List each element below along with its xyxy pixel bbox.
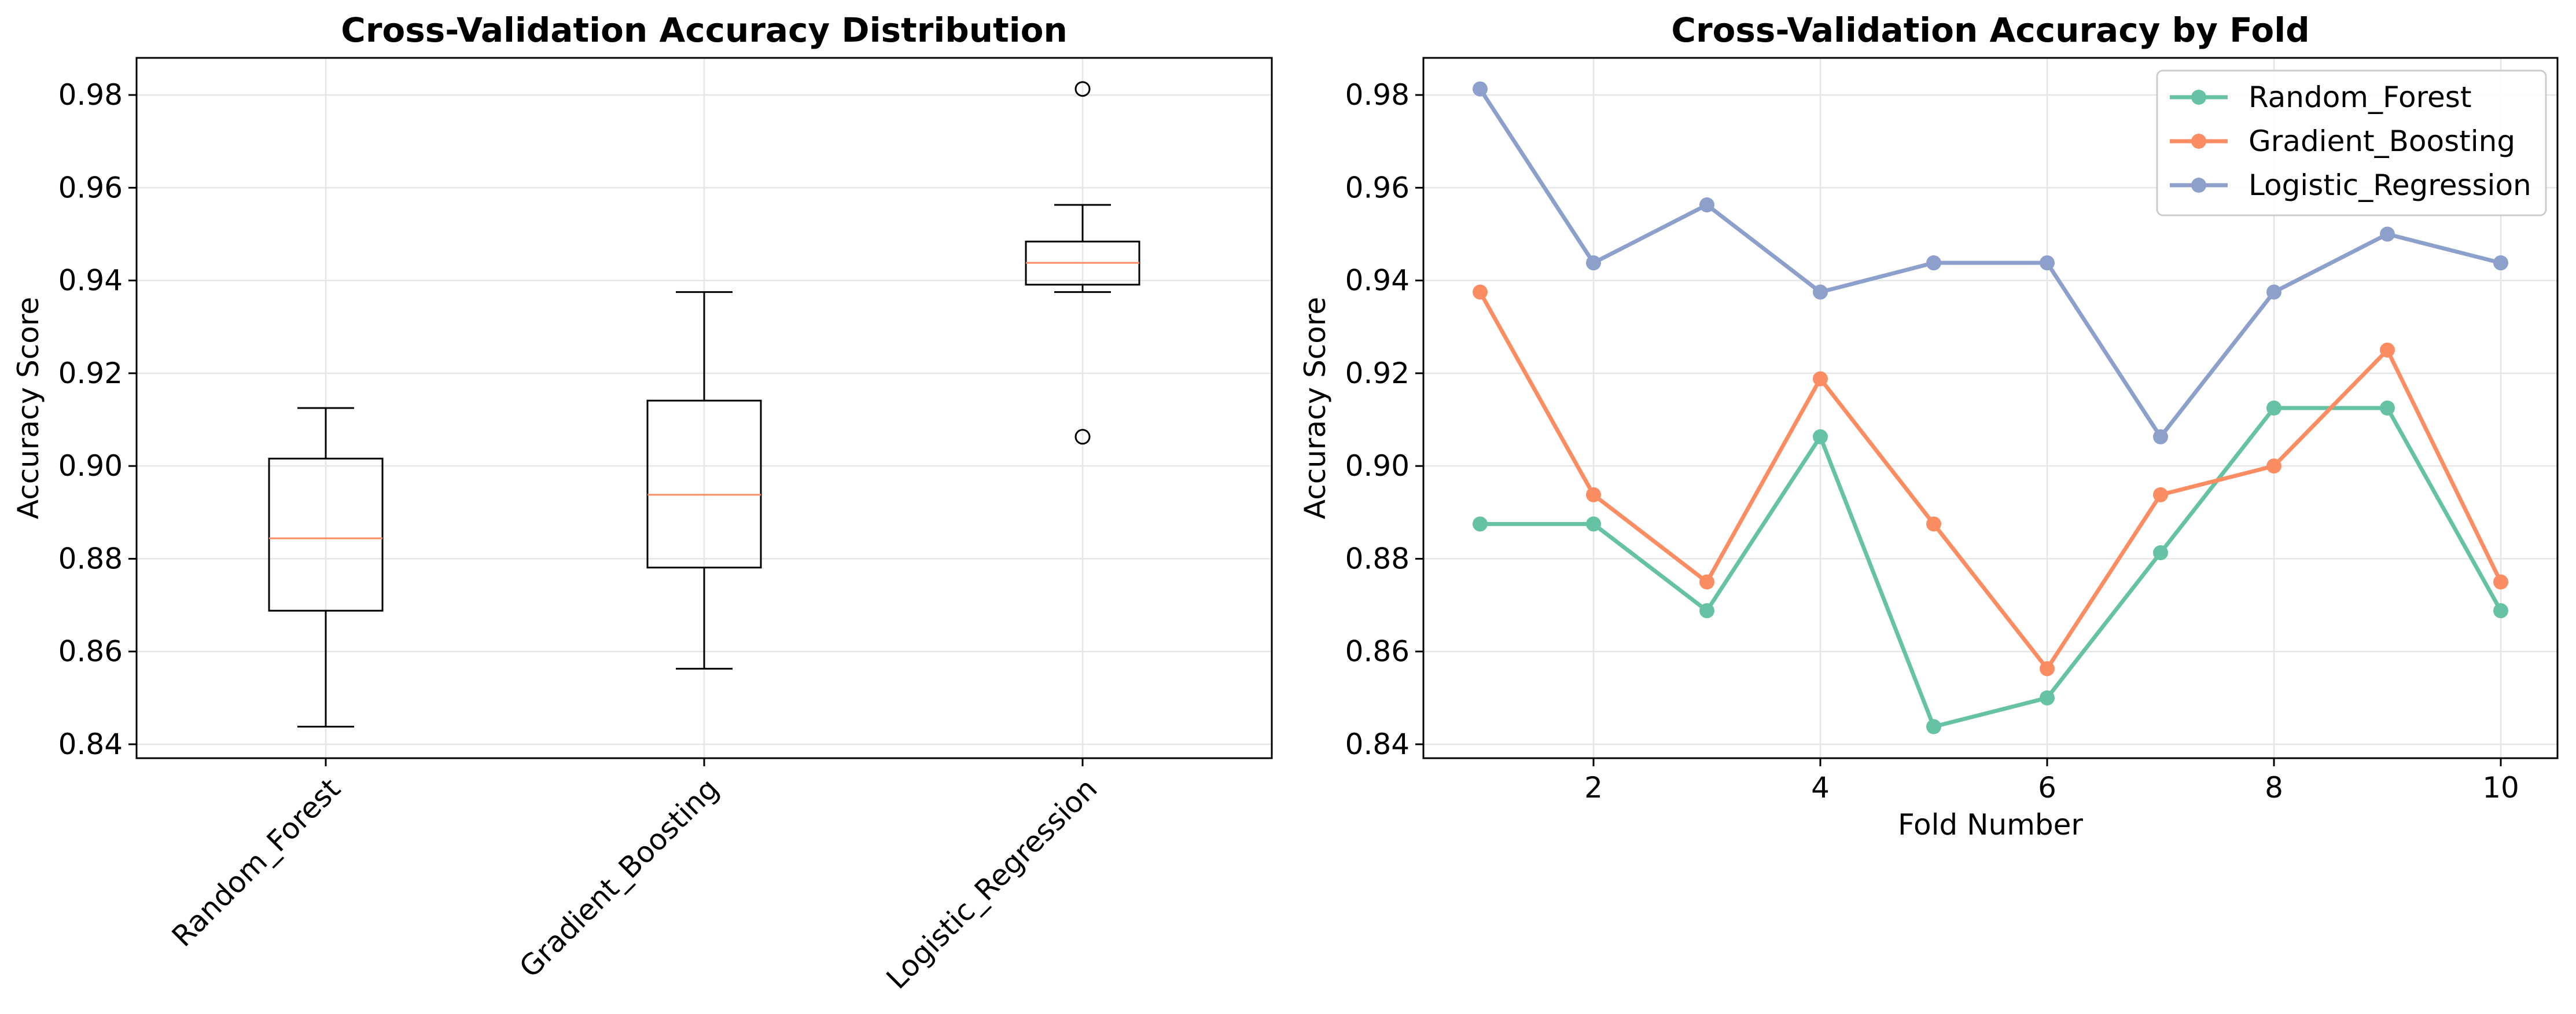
legend-box [2156,69,2547,216]
line-axes-frame [1422,57,2559,759]
series-point [1926,719,1941,734]
series-point [1926,516,1941,532]
boxplot-y-tick-label: 0.86 [58,635,123,668]
series-point [1699,574,1714,590]
series-point [2380,401,2395,416]
line-y-tick-label: 0.90 [1345,449,1410,483]
line-y-tick-label: 0.92 [1345,357,1410,390]
box-outlier [1074,81,1091,97]
legend-swatch-marker [2191,178,2206,193]
series-point [2040,661,2055,677]
boxplot-y-tick-label: 0.94 [58,264,123,297]
line-y-tick-label: 0.84 [1345,728,1410,761]
line-title: Cross-Validation Accuracy by Fold [1671,10,2309,50]
line-y-ticks: 0.84 0.86 0.88 0.90 0.92 0.94 0.96 0.98 [1345,78,1423,761]
series-point [2493,574,2508,590]
line-marks [1473,81,2508,734]
legend-swatch-marker [2191,134,2206,149]
series-point [1586,255,1601,271]
line-x-tick-label: 10 [2482,771,2519,804]
series-line [1478,87,2503,439]
legend-label: Random_Forest [2249,80,2471,114]
box-iqr [268,457,384,612]
boxplot-y-axis-label: Accuracy Score [12,297,45,519]
series-point [2153,487,2168,502]
series-point [1699,603,1714,619]
series-point [2266,458,2281,474]
series-point [2153,545,2168,561]
series-point [1473,81,1488,97]
boxplot-title: Cross-Validation Accuracy Distribution [341,10,1068,50]
legend-swatch-marker [2191,90,2206,105]
series-point [2493,255,2508,271]
box-Random_Forest [268,407,384,728]
series-point [1926,255,1941,271]
line-y-tick-label: 0.88 [1345,542,1410,575]
line-y-tick-label: 0.96 [1345,171,1410,204]
series-point [1586,487,1601,502]
series-point [1473,516,1488,532]
series-point [2040,255,2055,271]
line-x-ticks: 2 4 6 8 10 [1584,758,2519,804]
line-x-axis-label: Fold Number [1898,808,2083,842]
series-point [2040,690,2055,706]
legend-label: Logistic_Regression [2249,168,2531,202]
box-outlier [1074,429,1091,445]
boxplot-y-tick-label: 0.90 [58,449,123,483]
series-line [1478,290,2503,671]
boxplot-y-tick-label: 0.88 [58,542,123,575]
boxplot-marks [268,81,1140,728]
legend: Random_Forest Gradient_Boosting Logistic_R… [2156,69,2547,216]
series-point [2380,226,2395,242]
line-x-tick-label: 4 [1811,771,1830,804]
series-point [1813,284,1828,300]
line-y-tick-label: 0.94 [1345,264,1410,297]
series-point [1813,429,1828,444]
box-Gradient_Boosting [646,291,762,670]
box-Logistic_Regression [1025,81,1140,445]
series-Logistic_Regression [1473,81,2508,444]
series-point [1473,284,1488,300]
line-x-tick-label: 8 [2265,771,2283,804]
series-point [2380,342,2395,358]
legend-label: Gradient_Boosting [2249,124,2515,158]
series-point [2493,603,2508,619]
series-point [2266,284,2281,300]
line-panel: 0.840.860.880.900.920.940.960.98 2 4 6 8 10 … [1298,10,2559,842]
series-point [2266,401,2281,416]
boxplot-y-tick-label: 0.98 [58,78,123,112]
boxplot-y-tick-label: 0.84 [58,728,123,761]
line-x-tick-label: 6 [2038,771,2056,804]
boxplot-y-ticks: 0.84 0.86 0.88 0.90 0.92 0.94 0.96 0.98 [58,78,137,761]
box-iqr [646,399,762,569]
series-point [1699,197,1714,213]
boxplot-y-tick-label: 0.96 [58,171,123,204]
series-point [2153,429,2168,444]
boxplot-y-tick-label: 0.92 [58,357,123,390]
line-y-tick-label: 0.98 [1345,78,1410,112]
series-point [1586,516,1601,532]
series-Gradient_Boosting [1473,284,2508,677]
series-point [1813,371,1828,387]
line-x-tick-label: 2 [1584,771,1603,804]
line-y-tick-label: 0.86 [1345,635,1410,668]
line-y-axis-label: Accuracy Score [1298,297,1332,519]
